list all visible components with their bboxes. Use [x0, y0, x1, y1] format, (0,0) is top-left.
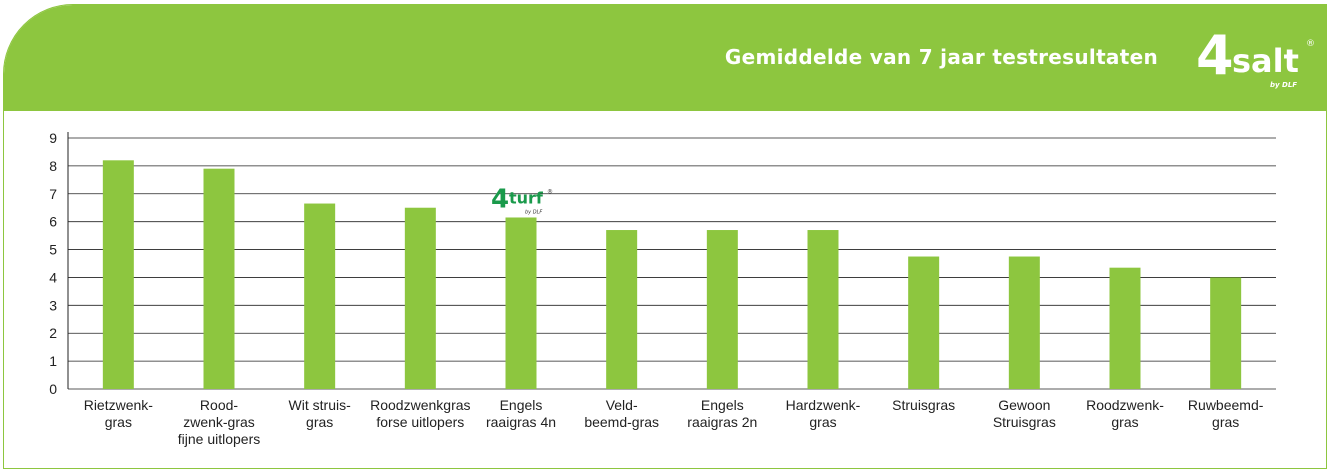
bar-5 [606, 230, 638, 389]
y-tick-label-5: 5 [49, 242, 57, 258]
y-tick-label-9: 9 [49, 130, 57, 146]
x-tick-label-6: Engels raaigras 2n [687, 397, 757, 430]
x-tick-label-11: Ruwbeemd-gras [1188, 397, 1264, 430]
y-tick-label-4: 4 [49, 269, 57, 285]
y-tick-label-1: 1 [49, 353, 57, 369]
bar-3 [404, 207, 436, 389]
chart-title: Gemiddelde van 7 jaar testresultaten [724, 45, 1158, 69]
bar-11 [1210, 277, 1242, 389]
x-tick-label-2: Wit struis-gras [289, 397, 352, 430]
badge-byline: by DLF [525, 209, 542, 215]
brand-number: 4 [1196, 24, 1234, 87]
x-tick-label-8: Struisgras [892, 397, 955, 413]
y-tick-label-0: 0 [49, 381, 57, 397]
badge-number: 4 [491, 184, 509, 214]
brand-registered-mark: ® [1306, 39, 1315, 49]
y-tick-label-2: 2 [49, 325, 57, 341]
bar-0 [102, 160, 134, 389]
bar-8 [908, 256, 940, 389]
x-tick-label-5: Veld-beemd-gras [584, 397, 659, 430]
bar-9 [1008, 256, 1040, 389]
bar-1 [203, 168, 235, 389]
brand-word: salt [1232, 42, 1299, 80]
x-tick-label-7: Hardzwenk-gras [786, 397, 861, 430]
y-tick-label-8: 8 [49, 158, 57, 174]
x-tick-label-9: Gewoon Struisgras [993, 397, 1056, 430]
bar-2 [304, 203, 336, 389]
x-tick-label-1: Rood-zwenk-gras fijne uitlopers [178, 397, 261, 447]
bar-10 [1109, 267, 1141, 389]
x-tick-label-10: Roodzwenk-gras [1086, 397, 1164, 430]
bar-7 [807, 230, 839, 389]
brand-logo: 4 salt ® by DLF [1196, 29, 1316, 95]
y-tick-label-3: 3 [49, 297, 57, 313]
bar-6 [706, 230, 738, 389]
badge-registered-mark: ® [547, 188, 553, 195]
x-tick-label-4: Engels raaigras 4n [486, 397, 556, 430]
header-band: Gemiddelde van 7 jaar testresultaten 4 s… [4, 5, 1326, 111]
badge-word: turf [509, 188, 544, 207]
y-tick-label-7: 7 [49, 186, 57, 202]
bar-4 [505, 217, 537, 389]
x-tick-label-3: Roodzwenkgras forse uitlopers [370, 397, 470, 430]
y-tick-label-6: 6 [49, 214, 57, 230]
x-tick-label-0: Rietzwenk-gras [84, 397, 154, 430]
brand-byline: by DLF [1270, 81, 1298, 89]
